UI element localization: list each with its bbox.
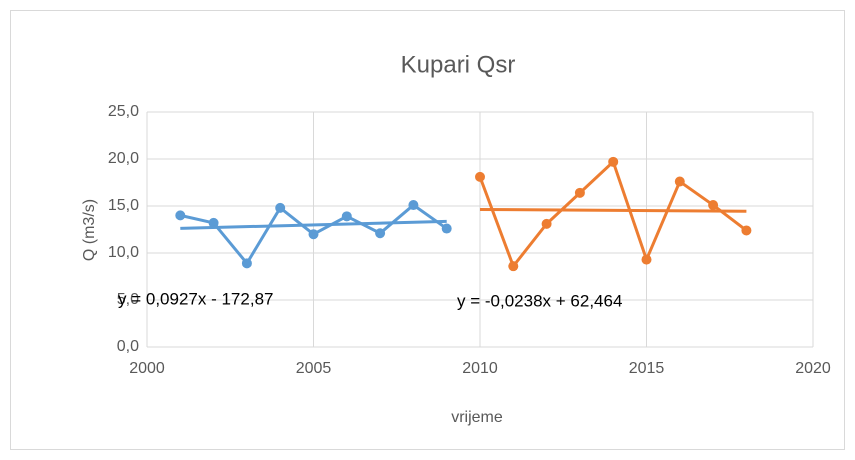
chart-title: Kupari Qsr — [401, 51, 516, 78]
marker — [241, 258, 252, 269]
marker — [275, 202, 286, 213]
marker — [641, 254, 652, 265]
y-tick-label: 25,0 — [108, 103, 139, 120]
marker — [408, 200, 419, 211]
chart-border — [10, 10, 845, 450]
trendline-equation: y = -0,0238x + 62,464 — [457, 291, 622, 310]
x-axis-label: vrijeme — [451, 409, 503, 426]
x-tick-label: 2010 — [462, 360, 498, 377]
x-tick-label: 2000 — [129, 360, 165, 377]
marker — [441, 223, 452, 234]
marker — [308, 229, 319, 240]
marker — [574, 187, 585, 198]
x-tick-label: 2005 — [296, 360, 332, 377]
y-tick-label: 15,0 — [108, 197, 139, 214]
marker — [741, 225, 752, 236]
marker — [475, 171, 485, 182]
marker — [508, 261, 519, 272]
y-tick-label: 10,0 — [108, 244, 139, 261]
marker — [175, 210, 186, 221]
trendline — [180, 219, 447, 230]
y-tick-label: 0,0 — [117, 338, 139, 355]
trendline-equation: y = 0,0927x - 172,87 — [118, 289, 273, 308]
y-axis-label: Q (m3/s) — [81, 199, 98, 261]
y-tick-label: 5,0 — [117, 291, 139, 308]
marker — [708, 200, 719, 211]
x-tick-label: 2015 — [629, 360, 665, 377]
x-tick-label: 2020 — [795, 360, 831, 377]
marker — [541, 218, 552, 229]
marker — [208, 217, 219, 228]
marker — [341, 211, 352, 222]
marker — [674, 176, 685, 187]
y-tick-label: 20,0 — [108, 150, 139, 167]
trendline — [479, 207, 747, 213]
marker — [375, 228, 386, 239]
marker — [608, 156, 619, 167]
